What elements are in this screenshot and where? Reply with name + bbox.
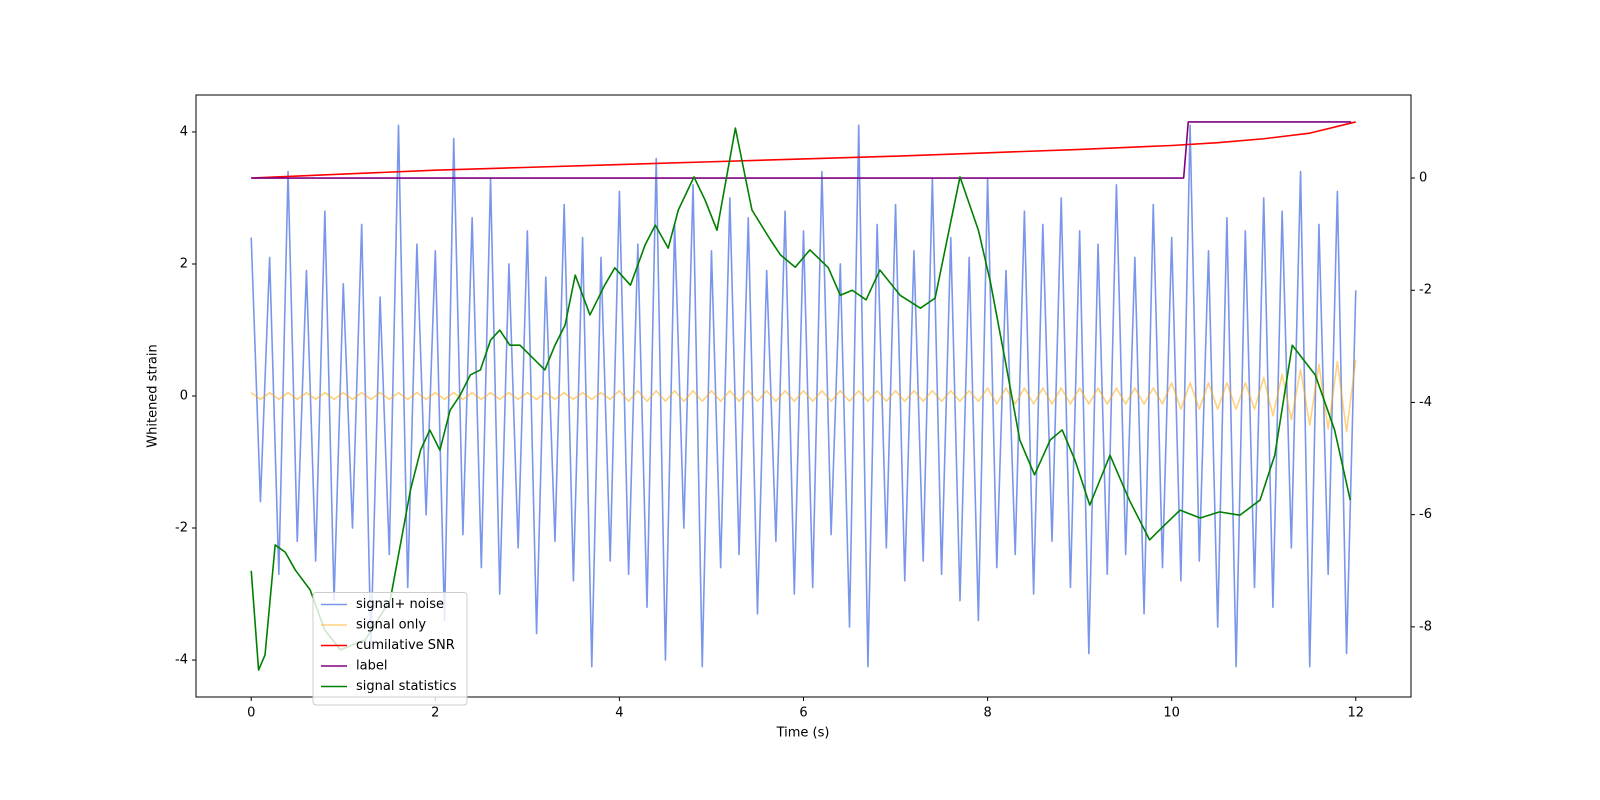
- plot-area: [250, 121, 1357, 671]
- y-tick-label: -2: [175, 521, 188, 536]
- x-tick-label: 2: [431, 706, 439, 721]
- y-axis-label: Whitened strain: [146, 344, 161, 447]
- y-tick-label: 4: [180, 124, 188, 139]
- series-line: [251, 121, 1352, 179]
- y2-tick-label: -6: [1419, 507, 1432, 522]
- legend-label: signal+ noise: [356, 597, 444, 612]
- series-line: [251, 121, 1356, 179]
- y-tick-label: 2: [180, 256, 188, 271]
- series-line: [250, 359, 1357, 433]
- legend-label: cumilative SNR: [356, 638, 455, 653]
- y-tick-label: -4: [175, 653, 188, 668]
- x-tick-label: 4: [615, 706, 623, 721]
- x-axis-label: Time (s): [776, 726, 830, 741]
- legend-label: signal statistics: [356, 679, 457, 694]
- y2-tick-label: -2: [1419, 283, 1432, 298]
- legend-box: [312, 592, 468, 706]
- series-line: [250, 127, 1352, 671]
- x-tick-label: 0: [247, 706, 255, 721]
- ticks: 0 2 4 6 8 10 12 -4 -2 0 2 4 -8 -6 -4 -2 0: [175, 124, 1432, 720]
- y-tick-label: 0: [180, 389, 188, 404]
- x-tick-label: 8: [983, 706, 991, 721]
- y2-tick-label: 0: [1419, 171, 1427, 186]
- x-tick-label: 6: [799, 706, 807, 721]
- legend: signal+ noise signal only cumilative SNR la…: [312, 592, 468, 706]
- legend-label: label: [356, 659, 387, 674]
- legend-label: signal only: [356, 618, 426, 633]
- y2-tick-label: -8: [1419, 619, 1432, 634]
- x-tick-label: 10: [1163, 706, 1180, 721]
- series-line: [250, 124, 1357, 668]
- x-tick-label: 12: [1347, 706, 1364, 721]
- y2-tick-label: -4: [1419, 395, 1432, 410]
